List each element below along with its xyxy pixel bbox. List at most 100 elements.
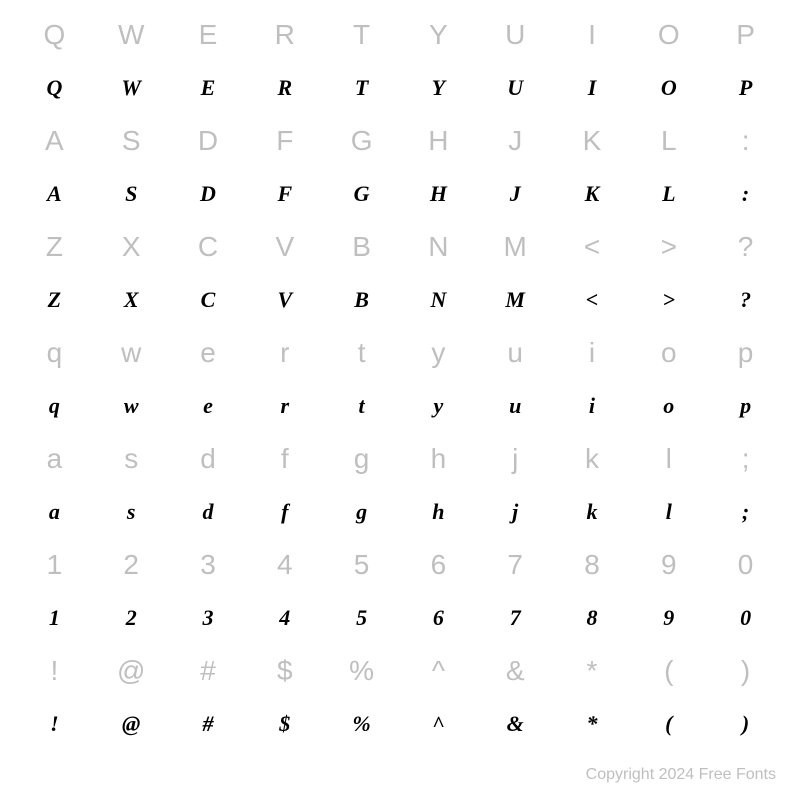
sample-glyph: U: [477, 61, 554, 114]
reference-glyph: #: [170, 644, 247, 697]
sample-glyph: r: [246, 379, 323, 432]
reference-glyph: y: [400, 326, 477, 379]
reference-glyph: :: [707, 114, 784, 167]
reference-glyph: H: [400, 114, 477, 167]
reference-glyph: 2: [93, 538, 170, 591]
sample-glyph: 6: [400, 591, 477, 644]
sample-glyph: 5: [323, 591, 400, 644]
reference-glyph: R: [246, 8, 323, 61]
reference-glyph: ^: [400, 644, 477, 697]
sample-glyph: E: [170, 61, 247, 114]
sample-glyph: 3: [170, 591, 247, 644]
reference-glyph: W: [93, 8, 170, 61]
sample-glyph: s: [93, 485, 170, 538]
reference-glyph: X: [93, 220, 170, 273]
reference-glyph: &: [477, 644, 554, 697]
reference-glyph: ): [707, 644, 784, 697]
sample-glyph: D: [170, 167, 247, 220]
reference-glyph: i: [554, 326, 631, 379]
sample-glyph: o: [630, 379, 707, 432]
reference-glyph: K: [554, 114, 631, 167]
sample-glyph: !: [16, 697, 93, 750]
reference-glyph: %: [323, 644, 400, 697]
reference-glyph: p: [707, 326, 784, 379]
sample-glyph: ): [707, 697, 784, 750]
reference-glyph: r: [246, 326, 323, 379]
reference-glyph: @: [93, 644, 170, 697]
reference-glyph: $: [246, 644, 323, 697]
sample-glyph: M: [477, 273, 554, 326]
sample-glyph: p: [707, 379, 784, 432]
sample-glyph: K: [554, 167, 631, 220]
sample-glyph: A: [16, 167, 93, 220]
reference-glyph: C: [170, 220, 247, 273]
sample-glyph: t: [323, 379, 400, 432]
reference-glyph: <: [554, 220, 631, 273]
character-map-grid: QWERTYUIOPQWERTYUIOPASDFGHJKL:ASDFGHJKL:…: [0, 0, 800, 750]
reference-glyph: I: [554, 8, 631, 61]
reference-glyph: L: [630, 114, 707, 167]
reference-glyph: (: [630, 644, 707, 697]
sample-glyph: q: [16, 379, 93, 432]
sample-glyph: R: [246, 61, 323, 114]
sample-glyph: *: [554, 697, 631, 750]
reference-glyph: d: [170, 432, 247, 485]
sample-glyph: k: [554, 485, 631, 538]
reference-glyph: q: [16, 326, 93, 379]
sample-glyph: :: [707, 167, 784, 220]
reference-glyph: D: [170, 114, 247, 167]
reference-glyph: B: [323, 220, 400, 273]
sample-glyph: 9: [630, 591, 707, 644]
sample-glyph: ?: [707, 273, 784, 326]
reference-glyph: 8: [554, 538, 631, 591]
reference-glyph: J: [477, 114, 554, 167]
reference-glyph: F: [246, 114, 323, 167]
sample-glyph: ^: [400, 697, 477, 750]
reference-glyph: 6: [400, 538, 477, 591]
reference-glyph: M: [477, 220, 554, 273]
reference-glyph: E: [170, 8, 247, 61]
sample-glyph: $: [246, 697, 323, 750]
sample-glyph: #: [170, 697, 247, 750]
reference-glyph: u: [477, 326, 554, 379]
reference-glyph: f: [246, 432, 323, 485]
sample-glyph: B: [323, 273, 400, 326]
reference-glyph: U: [477, 8, 554, 61]
sample-glyph: f: [246, 485, 323, 538]
sample-glyph: S: [93, 167, 170, 220]
sample-glyph: ;: [707, 485, 784, 538]
reference-glyph: Q: [16, 8, 93, 61]
sample-glyph: T: [323, 61, 400, 114]
reference-glyph: w: [93, 326, 170, 379]
sample-glyph: Q: [16, 61, 93, 114]
reference-glyph: j: [477, 432, 554, 485]
sample-glyph: 0: [707, 591, 784, 644]
sample-glyph: <: [554, 273, 631, 326]
reference-glyph: *: [554, 644, 631, 697]
sample-glyph: 2: [93, 591, 170, 644]
sample-glyph: N: [400, 273, 477, 326]
reference-glyph: 5: [323, 538, 400, 591]
reference-glyph: 0: [707, 538, 784, 591]
reference-glyph: P: [707, 8, 784, 61]
reference-glyph: a: [16, 432, 93, 485]
sample-glyph: V: [246, 273, 323, 326]
reference-glyph: G: [323, 114, 400, 167]
reference-glyph: h: [400, 432, 477, 485]
reference-glyph: ?: [707, 220, 784, 273]
reference-glyph: Z: [16, 220, 93, 273]
reference-glyph: 7: [477, 538, 554, 591]
sample-glyph: O: [630, 61, 707, 114]
sample-glyph: P: [707, 61, 784, 114]
sample-glyph: J: [477, 167, 554, 220]
reference-glyph: g: [323, 432, 400, 485]
reference-glyph: l: [630, 432, 707, 485]
sample-glyph: Y: [400, 61, 477, 114]
sample-glyph: C: [170, 273, 247, 326]
sample-glyph: >: [630, 273, 707, 326]
reference-glyph: 9: [630, 538, 707, 591]
sample-glyph: 4: [246, 591, 323, 644]
sample-glyph: w: [93, 379, 170, 432]
sample-glyph: L: [630, 167, 707, 220]
reference-glyph: >: [630, 220, 707, 273]
